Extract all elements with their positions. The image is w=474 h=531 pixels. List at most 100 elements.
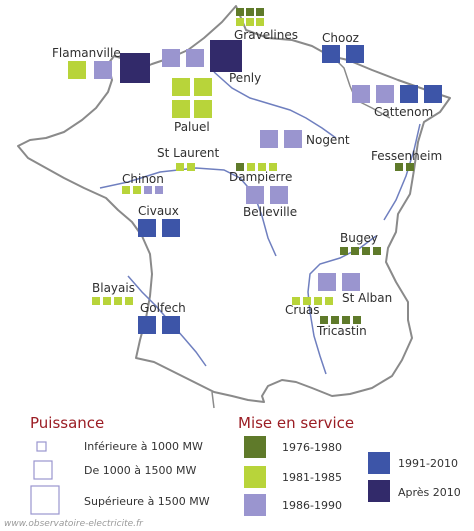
reactor-square bbox=[256, 8, 264, 16]
plant-bugey: Bugey bbox=[340, 231, 381, 255]
plant-st-alban: St Alban bbox=[318, 273, 392, 305]
plant-tricastin: Tricastin bbox=[316, 316, 367, 338]
reactor-square bbox=[269, 163, 277, 171]
reactor-square bbox=[331, 316, 339, 324]
plant-label: Penly bbox=[229, 71, 261, 85]
reactor-square bbox=[362, 247, 370, 255]
reactor-square bbox=[194, 78, 212, 96]
plant-paluel: Paluel bbox=[172, 78, 212, 134]
plants-layer: Gravelines Chooz Flamanville Penly Paluel Cat… bbox=[52, 8, 442, 338]
legend-power-label: Supérieure à 1500 MW bbox=[84, 495, 210, 508]
plant-belleville: Belleville bbox=[243, 186, 297, 219]
reactor-square bbox=[342, 273, 360, 291]
reactor-square bbox=[246, 18, 254, 26]
reactor-square bbox=[395, 163, 403, 171]
legend-period-label: 1981-1985 bbox=[282, 471, 342, 484]
reactor-square bbox=[406, 163, 414, 171]
plant-label: Dampierre bbox=[229, 170, 292, 184]
plant-label: Paluel bbox=[174, 120, 210, 134]
reactor-square bbox=[176, 163, 184, 171]
reactor-square bbox=[210, 40, 242, 72]
reactor-square bbox=[342, 316, 350, 324]
plant-civaux: Civaux bbox=[138, 204, 180, 237]
plant-fessenheim: Fessenheim bbox=[371, 149, 442, 171]
legend-period-swatch bbox=[368, 452, 390, 474]
reactor-square bbox=[424, 85, 442, 103]
legend-power-label: De 1000 à 1500 MW bbox=[84, 464, 196, 477]
plant-label: Chooz bbox=[322, 31, 359, 45]
legend-power-square bbox=[36, 441, 47, 452]
reactor-square bbox=[194, 100, 212, 118]
plant-cruas: Cruas bbox=[285, 297, 333, 317]
reactor-square bbox=[246, 186, 264, 204]
legend-period-label: Après 2010 bbox=[398, 486, 461, 499]
legend-period-label: 1976-1980 bbox=[282, 441, 342, 454]
plant-label: St Alban bbox=[342, 291, 392, 305]
plant-label: Chinon bbox=[122, 172, 164, 186]
reactor-square bbox=[103, 297, 111, 305]
reactor-square bbox=[325, 297, 333, 305]
plant-blayais: Blayais bbox=[92, 281, 135, 305]
credit-text: www.observatoire-electricite.fr bbox=[4, 519, 144, 529]
plant-nogent: Nogent bbox=[260, 130, 350, 148]
legend-period-swatch bbox=[244, 494, 266, 516]
legend-period-label: 1991-2010 bbox=[398, 457, 458, 470]
legend-period-label: 1986-1990 bbox=[282, 499, 342, 512]
reactor-square bbox=[138, 316, 156, 334]
reactor-square bbox=[340, 247, 348, 255]
reactor-square bbox=[162, 49, 180, 67]
reactor-square bbox=[68, 61, 86, 79]
plant-chooz: Chooz bbox=[322, 31, 364, 63]
reactor-square bbox=[236, 18, 244, 26]
plant-label: Nogent bbox=[306, 133, 350, 147]
legend-power-square bbox=[33, 460, 53, 480]
legend-title-puissance: Puissance bbox=[30, 414, 104, 432]
reactor-square bbox=[133, 186, 141, 194]
reactor-square bbox=[346, 45, 364, 63]
reactor-square bbox=[236, 8, 244, 16]
plant-dampierre: Dampierre bbox=[229, 163, 292, 184]
reactor-square bbox=[92, 297, 100, 305]
reactor-square bbox=[247, 163, 255, 171]
reactor-square bbox=[114, 297, 122, 305]
reactor-square bbox=[94, 61, 112, 79]
reactor-square bbox=[155, 186, 163, 194]
plant-st-laurent: St Laurent bbox=[157, 146, 219, 171]
reactor-square bbox=[246, 8, 254, 16]
plant-gravelines: Gravelines bbox=[234, 8, 298, 42]
plant-label: Blayais bbox=[92, 281, 135, 295]
reactor-square bbox=[172, 100, 190, 118]
reactor-square bbox=[186, 49, 204, 67]
plant-golfech: Golfech bbox=[138, 301, 186, 334]
reactor-square bbox=[256, 18, 264, 26]
reactor-square bbox=[125, 297, 133, 305]
plant-label: St Laurent bbox=[157, 146, 219, 160]
reactor-square bbox=[400, 85, 418, 103]
reactor-square bbox=[162, 219, 180, 237]
plant-label: Flamanville bbox=[52, 46, 121, 60]
river-rhine bbox=[383, 123, 421, 221]
reactor-square bbox=[376, 85, 394, 103]
river-rhone bbox=[307, 235, 377, 375]
legend-power-label: Inférieure à 1000 MW bbox=[84, 440, 203, 453]
legend-period-swatch bbox=[244, 466, 266, 488]
reactor-square bbox=[352, 85, 370, 103]
river-seine bbox=[213, 71, 337, 139]
legend-period-swatch bbox=[368, 480, 390, 502]
legend-period-swatch bbox=[244, 436, 266, 458]
reactor-square bbox=[351, 247, 359, 255]
plant-cattenom: Cattenom bbox=[352, 85, 442, 119]
reactor-square bbox=[292, 297, 300, 305]
pyrenees-border bbox=[211, 391, 215, 409]
reactor-square bbox=[172, 78, 190, 96]
reactor-square bbox=[236, 163, 244, 171]
plant-label: Belleville bbox=[243, 205, 297, 219]
reactor-square bbox=[270, 186, 288, 204]
reactor-square bbox=[303, 297, 311, 305]
reactor-square bbox=[353, 316, 361, 324]
reactor-square bbox=[322, 45, 340, 63]
reactor-square bbox=[373, 247, 381, 255]
reactor-square bbox=[187, 163, 195, 171]
